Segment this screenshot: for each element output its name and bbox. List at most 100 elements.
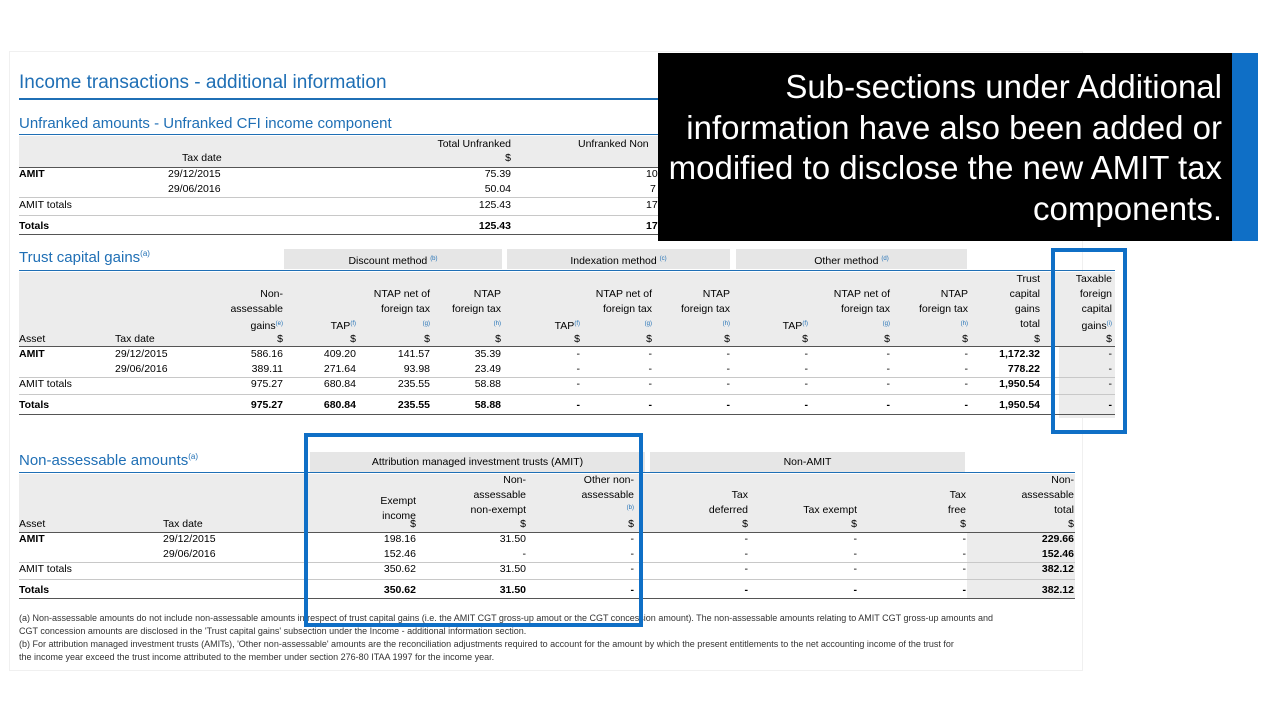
callout-text-part: have also been added or modified to disc… (668, 108, 1222, 227)
tcg-currency: $ (1106, 333, 1112, 345)
tcg-col-total: Trust (1016, 273, 1040, 285)
tcg-col-tap: TAP(f) (748, 318, 808, 333)
tcg-currency: $ (646, 333, 652, 345)
unfranked-row-total: 50.04 (484, 183, 511, 195)
nonass-cell-free: - (962, 548, 967, 560)
tcg-col-ntap-note: (h) (722, 321, 730, 327)
tcg-cell-i3: - (726, 348, 731, 360)
tcg-col-asset: Asset (19, 333, 46, 345)
callout-accent-bar (1232, 53, 1258, 241)
unfranked-currency: $ (505, 152, 511, 164)
nonass-cell-total: 229.66 (1041, 533, 1074, 545)
tcg-cell-ntap: 58.88 (474, 399, 501, 411)
footnote-b-line1: (b) For attribution managed investment t… (19, 639, 954, 649)
unfranked-row-label: Totals (19, 220, 50, 232)
tcg-cell-ntap: 23.49 (474, 363, 501, 375)
callout-text-part: Sub-sections under (785, 68, 1078, 105)
tcg-cell-i3: - (726, 399, 731, 411)
nonass-currency: $ (410, 518, 416, 530)
tcg-group-indexation: Indexation method (c) (507, 249, 730, 269)
tcg-cell-i2: - (648, 348, 653, 360)
tcg-cell-total: 1,950.54 (999, 399, 1040, 411)
nonass-col-date: Tax date (163, 518, 203, 530)
tcg-col-taxable: foreign (1079, 288, 1112, 300)
tcg-col-non-text: gains (250, 320, 276, 332)
tcg-row-rule (19, 414, 1115, 415)
unfranked-col-total: Total Unfranked (437, 138, 511, 150)
unfranked-row-non: 10 (646, 168, 658, 180)
nonass-cell-free: - (962, 563, 967, 575)
nonass-row-rule (19, 562, 1075, 563)
nonass-cell-other: - (630, 548, 635, 560)
tcg-row-rule (19, 394, 1115, 395)
tcg-cell-o3: - (964, 363, 969, 375)
tcg-group-note: (d) (881, 256, 889, 262)
tcg-rule (19, 270, 1115, 271)
tcg-cell-o2: - (886, 378, 891, 390)
tcg-col-ntapnet: foreign tax (840, 303, 890, 315)
tcg-col-ntapnet: NTAP net of (595, 288, 652, 300)
tcg-currency: $ (277, 333, 283, 345)
callout-text-emphasis: Additional information (686, 68, 1222, 146)
nonass-cell-exempt: 152.46 (383, 548, 416, 560)
nonass-cell-taxex: - (853, 533, 858, 545)
tcg-group-note: (c) (659, 256, 667, 262)
unfranked-row-non: 17 (646, 220, 658, 232)
title-rule (19, 98, 1081, 100)
tcg-col-ntap: foreign tax (680, 303, 730, 315)
tcg-cell-tax: - (1108, 348, 1113, 360)
nonass-cell-exempt: 350.62 (383, 584, 416, 596)
callout-text: Sub-sections under Additional informatio… (662, 67, 1222, 229)
nonass-col-deferred: deferred (708, 504, 748, 516)
tcg-col-tap-text: TAP (330, 320, 351, 332)
nonass-col-exempt: income (382, 510, 416, 522)
tcg-cell-ntap: 35.39 (474, 348, 501, 360)
tcg-col-ntap-note: (h) (493, 321, 501, 327)
tcg-currency: $ (574, 333, 580, 345)
tcg-col-total: gains (1014, 303, 1040, 315)
nonass-cell-exempt: 198.16 (383, 533, 416, 545)
tcg-title-text: Trust capital gains (19, 249, 141, 266)
tcg-cell-non: 975.27 (250, 399, 283, 411)
tcg-cell-tap: 680.84 (323, 399, 356, 411)
unfranked-row-total: 125.43 (478, 220, 511, 232)
nonass-cell-nonex: - (522, 548, 527, 560)
tcg-header-bg (19, 272, 1115, 346)
tcg-col-ntapnet-note: (g) (422, 321, 430, 327)
tcg-col-ntap: NTAP (473, 288, 501, 300)
nonass-title-note: (a) (188, 452, 199, 461)
nonass-col-taxexempt: Tax exempt (803, 504, 857, 516)
nonass-col-other-note: (b) (626, 505, 634, 511)
footnote-b-line2: the income year exceed the trust income … (19, 652, 495, 662)
nonass-row-date: 29/12/2015 (163, 533, 216, 545)
tcg-col-taxable-note: (i) (1106, 321, 1112, 327)
nonass-cell-def: - (744, 584, 749, 596)
tcg-group-other: Other method (d) (736, 249, 967, 269)
highlight-taxable-foreign-box (1051, 248, 1127, 434)
tcg-cell-total: 1,950.54 (999, 378, 1040, 390)
tcg-cell-tax: - (1108, 399, 1113, 411)
nonass-cell-total: 152.46 (1041, 548, 1074, 560)
tcg-row-date: 29/06/2016 (115, 363, 168, 375)
tcg-cell-tax: - (1108, 363, 1113, 375)
nonass-col-total: Non- (1051, 474, 1074, 486)
nonass-col-nonexempt: non-exempt (470, 504, 526, 516)
tcg-cell-i1: - (576, 399, 581, 411)
nonass-total-col-bg (967, 532, 1075, 598)
tcg-col-ntapnet: (g) (818, 318, 890, 333)
tcg-cell-o1: - (804, 348, 809, 360)
nonass-col-free: free (947, 504, 966, 516)
nonass-col-deferred: Tax (731, 489, 748, 501)
tcg-col-tap-note: (f) (350, 321, 356, 327)
tcg-col-non-note: (e) (275, 321, 283, 327)
nonass-cell-taxex: - (853, 548, 858, 560)
nonass-currency: $ (520, 518, 526, 530)
unfranked-rule (19, 134, 659, 135)
nonass-col-nonexempt: Non- (503, 474, 526, 486)
nonass-cell-def: - (744, 563, 749, 575)
tcg-cell-o2: - (886, 348, 891, 360)
nonass-col-asset: Asset (19, 518, 46, 530)
unfranked-row-label: AMIT totals (19, 199, 72, 211)
tcg-cell-o2: - (886, 399, 891, 411)
nonass-col-exempt: Exempt (380, 495, 416, 507)
